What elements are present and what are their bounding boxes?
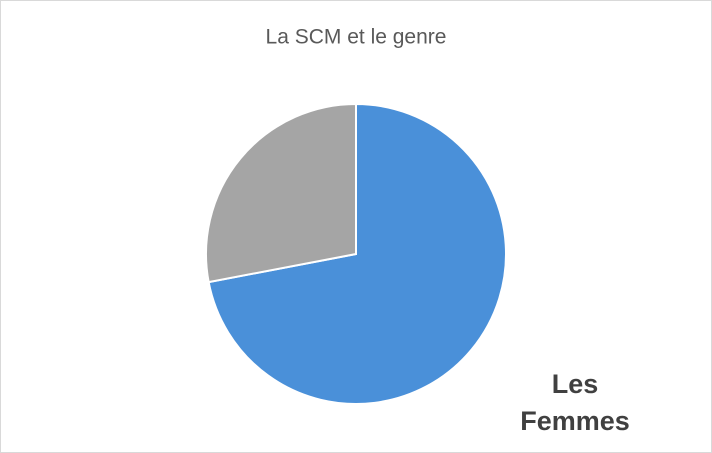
slice-label: Les Femmes [520, 369, 630, 436]
chart-title: La SCM et le genre [266, 26, 447, 49]
pie-slice [205, 102, 357, 284]
pie-slice [207, 102, 507, 405]
